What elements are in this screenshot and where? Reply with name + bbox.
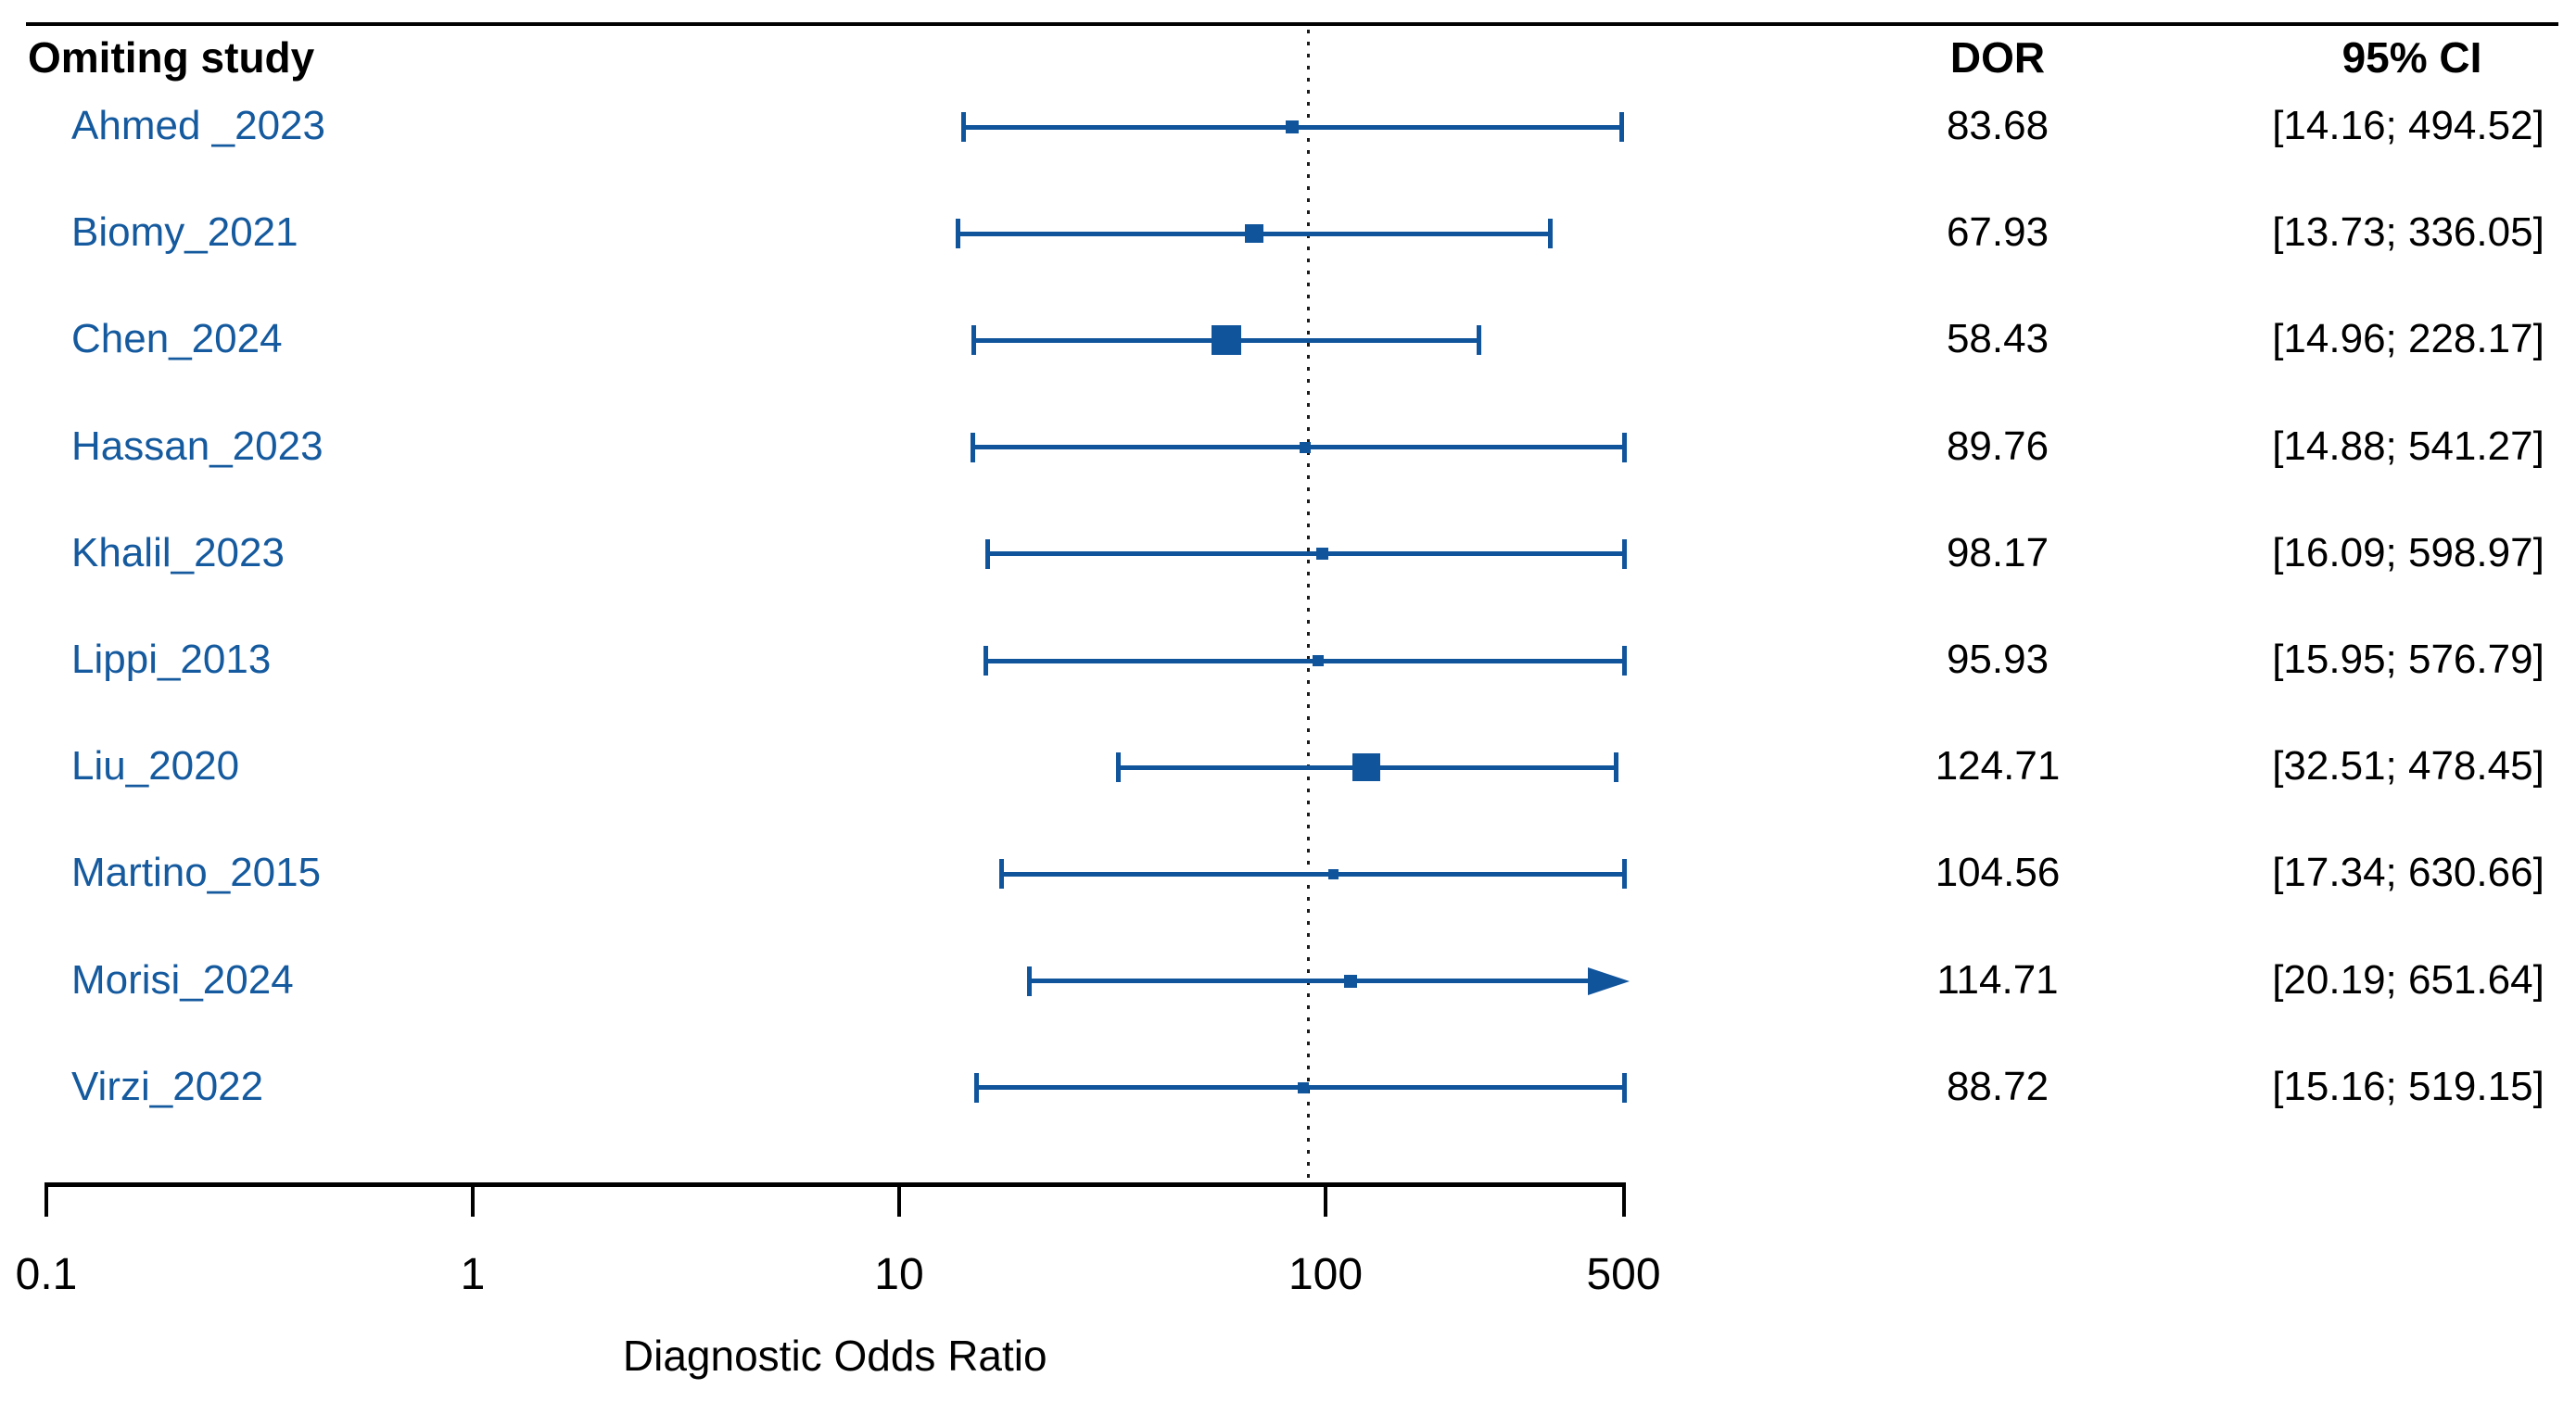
ci-cap-right bbox=[1621, 859, 1627, 890]
study-label: Martino_2015 bbox=[71, 850, 322, 896]
dor-value: 114.71 bbox=[1936, 956, 2059, 1003]
ci-value: [17.34; 630.66] bbox=[2272, 850, 2544, 896]
dor-square bbox=[1344, 974, 1358, 988]
dor-value: 124.71 bbox=[1935, 743, 2061, 789]
ci-value: [20.19; 651.64] bbox=[2272, 956, 2544, 1003]
study-label: Virzi_2022 bbox=[71, 1063, 264, 1109]
reference-line bbox=[1306, 30, 1310, 1182]
ci-cap-right bbox=[1613, 752, 1618, 783]
dor-square bbox=[1298, 1081, 1310, 1093]
dor-value: 95.93 bbox=[1946, 637, 2049, 682]
ci-whisker bbox=[985, 658, 1624, 663]
ci-cap-right bbox=[1621, 646, 1627, 676]
dor-square bbox=[1352, 753, 1381, 782]
axis-tick bbox=[471, 1182, 475, 1217]
study-label: Liu_2020 bbox=[71, 743, 240, 789]
axis-tick-label: 500 bbox=[1586, 1250, 1661, 1299]
ci-whisker bbox=[987, 551, 1624, 557]
axis-tick-label: 100 bbox=[1288, 1250, 1364, 1299]
column-header-study: Omiting study bbox=[28, 33, 315, 82]
ci-cap-left bbox=[985, 538, 991, 569]
axis-tick bbox=[44, 1182, 48, 1217]
dor-value: 67.93 bbox=[1946, 209, 2049, 256]
ci-cap-left bbox=[1027, 966, 1033, 996]
study-label: Lippi_2013 bbox=[71, 637, 272, 682]
axis-tick-label: 10 bbox=[874, 1250, 924, 1299]
ci-value: [14.88; 541.27] bbox=[2272, 423, 2544, 469]
dor-square bbox=[1211, 325, 1241, 356]
dor-square bbox=[1300, 441, 1312, 453]
study-label: Khalil_2023 bbox=[71, 529, 285, 575]
ci-cap-left bbox=[971, 432, 976, 462]
study-label: Biomy_2021 bbox=[71, 209, 298, 256]
ci-value: [14.16; 494.52] bbox=[2272, 103, 2544, 148]
study-label: Ahmed _2023 bbox=[71, 103, 325, 148]
ci-cap-left bbox=[998, 859, 1004, 890]
study-label: Morisi_2024 bbox=[71, 956, 294, 1003]
ci-whisker bbox=[1000, 871, 1624, 877]
axis-tick bbox=[1324, 1182, 1327, 1217]
study-label: Hassan_2023 bbox=[71, 423, 324, 469]
ci-cap-right bbox=[1621, 1072, 1627, 1103]
study-label: Chen_2024 bbox=[71, 316, 283, 362]
dor-square bbox=[1315, 548, 1328, 561]
ci-cap-right bbox=[1621, 538, 1627, 569]
ci-cap-left bbox=[983, 646, 989, 676]
axis-tick-label: 0.1 bbox=[15, 1250, 78, 1299]
dor-value: 104.56 bbox=[1935, 850, 2061, 896]
ci-value: [16.09; 598.97] bbox=[2272, 529, 2544, 575]
dor-value: 88.72 bbox=[1946, 1063, 2049, 1109]
ci-cap-left bbox=[974, 1072, 980, 1103]
ci-cap-left bbox=[1115, 752, 1121, 783]
ci-arrow-right-icon bbox=[1587, 966, 1630, 995]
dor-value: 83.68 bbox=[1946, 103, 2049, 148]
ci-whisker bbox=[1029, 979, 1588, 984]
column-header-dor: DOR bbox=[1949, 33, 2046, 82]
axis-tick-label: 1 bbox=[460, 1250, 486, 1299]
dor-square bbox=[1328, 868, 1339, 879]
ci-value: [15.16; 519.15] bbox=[2272, 1063, 2544, 1109]
dor-square bbox=[1286, 120, 1300, 133]
ci-cap-left bbox=[961, 112, 967, 142]
ci-cap-right bbox=[1619, 112, 1625, 142]
ci-value: [14.96; 228.17] bbox=[2272, 316, 2544, 362]
ci-value: [32.51; 478.45] bbox=[2272, 743, 2544, 789]
ci-cap-right bbox=[1476, 325, 1481, 356]
x-axis-line bbox=[44, 1182, 1626, 1187]
ci-cap-left bbox=[956, 219, 961, 249]
ci-cap-right bbox=[1548, 219, 1554, 249]
dor-value: 89.76 bbox=[1946, 423, 2049, 469]
axis-tick bbox=[1621, 1182, 1626, 1217]
dor-value: 98.17 bbox=[1946, 529, 2049, 575]
dor-square bbox=[1244, 224, 1263, 244]
ci-value: [15.95; 576.79] bbox=[2272, 637, 2544, 682]
header-rule bbox=[26, 22, 2558, 26]
ci-cap-left bbox=[971, 325, 977, 356]
column-header-ci: 95% CI bbox=[2341, 33, 2482, 82]
x-axis-title: Diagnostic Odds Ratio bbox=[622, 1332, 1047, 1380]
ci-whisker bbox=[972, 445, 1624, 450]
dor-value: 58.43 bbox=[1946, 316, 2049, 362]
dor-square bbox=[1312, 655, 1324, 666]
ci-value: [13.73; 336.05] bbox=[2272, 209, 2544, 256]
axis-tick bbox=[897, 1182, 901, 1217]
ci-cap-right bbox=[1621, 432, 1627, 462]
